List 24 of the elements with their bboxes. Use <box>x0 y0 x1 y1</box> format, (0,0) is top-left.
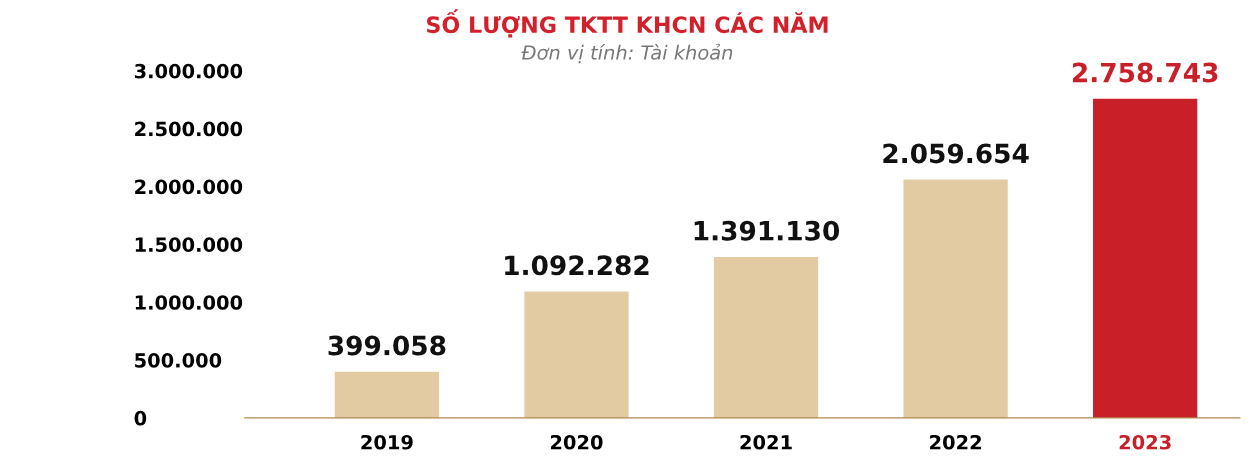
bar <box>1093 98 1198 418</box>
bar <box>713 256 819 418</box>
y-tick-label: 2.000.000 <box>135 179 243 195</box>
bar <box>903 179 1008 418</box>
x-tick-label: 2022 <box>930 434 981 450</box>
bar <box>524 291 629 418</box>
y-tick-label: 2.500.000 <box>135 121 243 137</box>
y-tick-label: 500.000 <box>135 352 222 368</box>
x-tick-label: 2023 <box>1119 434 1171 450</box>
data-label: 2.758.743 <box>1072 62 1218 83</box>
data-label: 399.058 <box>328 335 446 356</box>
chart-subtitle: Đơn vị tính: Tài khoản <box>521 43 733 64</box>
chart-title: SỐ LƯỢNG TKTT KHCN CÁC NĂM <box>426 9 828 38</box>
x-tick-label: 2021 <box>740 434 792 450</box>
data-label: 1.092.282 <box>505 255 649 276</box>
x-tick-label: 2019 <box>361 434 413 450</box>
y-tick-label: 0 <box>134 410 147 426</box>
y-tick-label: 1.000.000 <box>135 295 243 310</box>
x-tick-label: 2020 <box>550 434 603 450</box>
y-tick-label: 1.500.000 <box>135 237 243 253</box>
data-label: 2.059.654 <box>883 143 1029 164</box>
data-label: 1.391.130 <box>694 220 840 241</box>
bar <box>334 371 440 418</box>
y-tick-label: 3.000.000 <box>134 63 243 79</box>
